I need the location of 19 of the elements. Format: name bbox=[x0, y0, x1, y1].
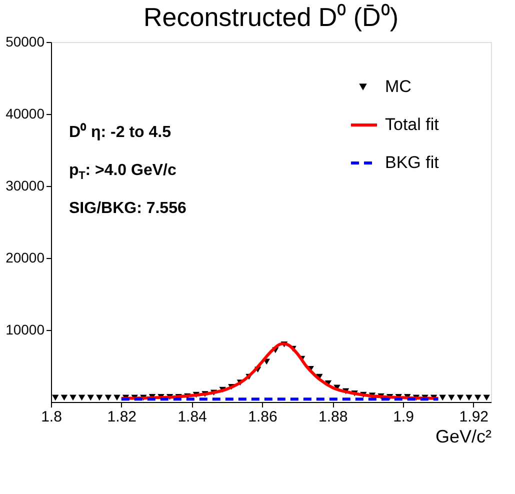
x-axis-title: GeV/c² bbox=[435, 426, 492, 446]
x-tick-label: 1.86 bbox=[248, 408, 278, 426]
x-tick-label: 1.9 bbox=[393, 408, 414, 426]
y-tick-label: 30000 bbox=[6, 178, 45, 194]
y-tick-label: 10000 bbox=[6, 322, 45, 338]
legend-label: MC bbox=[385, 77, 412, 96]
chart-title: Reconstructed D⁰ (D̄⁰) bbox=[144, 2, 398, 32]
x-tick-label: 1.88 bbox=[318, 408, 348, 426]
y-tick-label: 20000 bbox=[6, 250, 45, 266]
annotation: SIG/BKG: 7.556 bbox=[69, 200, 186, 217]
legend-label: Total fit bbox=[385, 115, 440, 134]
x-tick-label: 1.8 bbox=[41, 408, 62, 426]
x-tick-label: 1.82 bbox=[107, 408, 136, 426]
annotation: D⁰ η: -2 to 4.5 bbox=[69, 123, 172, 141]
y-tick-label: 40000 bbox=[6, 106, 45, 122]
legend-label: BKG fit bbox=[385, 153, 440, 172]
y-tick-label: 50000 bbox=[6, 34, 45, 50]
x-tick-label: 1.92 bbox=[459, 408, 488, 426]
x-tick-label: 1.84 bbox=[178, 408, 207, 426]
